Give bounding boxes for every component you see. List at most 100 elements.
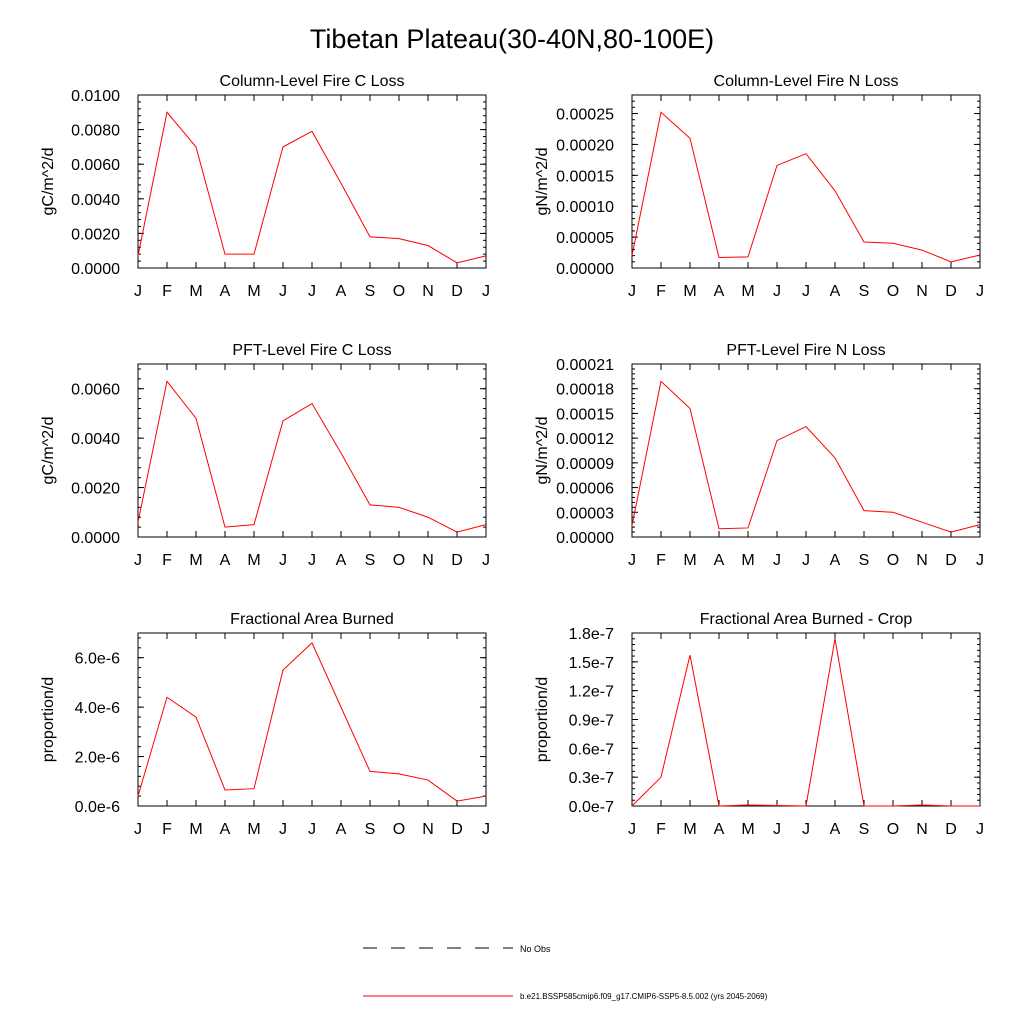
panel-title: Fractional Area Burned - Crop xyxy=(700,611,913,628)
x-tick-label: A xyxy=(336,821,347,838)
x-tick-label: J xyxy=(134,283,142,300)
chart-panel: Fractional Area Burned - Crop proportion/… xyxy=(534,611,984,838)
x-tick-label: J xyxy=(482,552,490,569)
x-tick-label: S xyxy=(365,821,376,838)
y-tick-label: 0.00000 xyxy=(556,261,614,278)
x-tick-label: N xyxy=(916,283,928,300)
y-tick-label: 0.0000 xyxy=(71,261,120,278)
x-tick-label: N xyxy=(916,552,928,569)
x-tick-label: M xyxy=(683,552,696,569)
panel-title: PFT-Level Fire N Loss xyxy=(726,342,885,359)
x-tick-label: M xyxy=(189,821,202,838)
x-tick-label: N xyxy=(422,821,434,838)
x-tick-label: A xyxy=(714,821,725,838)
y-tick-label: 0.3e-7 xyxy=(569,770,614,787)
x-tick-label: A xyxy=(220,283,231,300)
y-axis-label: gC/m^2/d xyxy=(40,148,57,216)
x-tick-label: J xyxy=(628,283,636,300)
x-tick-label: J xyxy=(773,821,781,838)
y-tick-label: 6.0e-6 xyxy=(75,651,120,668)
y-tick-label: 0.0040 xyxy=(71,192,120,209)
y-tick-label: 0.00021 xyxy=(556,357,614,374)
x-tick-label: M xyxy=(741,283,754,300)
x-tick-label: O xyxy=(887,821,899,838)
x-tick-label: J xyxy=(628,552,636,569)
figure-title: Tibetan Plateau(30-40N,80-100E) xyxy=(310,24,714,54)
x-tick-label: D xyxy=(451,821,463,838)
x-tick-label: A xyxy=(830,283,841,300)
x-tick-label: A xyxy=(830,821,841,838)
x-tick-label: A xyxy=(714,552,725,569)
x-tick-label: S xyxy=(859,552,870,569)
x-tick-label: A xyxy=(220,821,231,838)
y-tick-label: 0.00000 xyxy=(556,530,614,547)
x-tick-label: D xyxy=(945,283,957,300)
x-tick-label: F xyxy=(162,821,172,838)
x-tick-label: D xyxy=(451,283,463,300)
x-tick-label: J xyxy=(308,821,316,838)
y-tick-label: 0.00005 xyxy=(556,230,614,247)
x-tick-label: M xyxy=(683,283,696,300)
y-tick-label: 0.0e-7 xyxy=(569,799,614,816)
series-line xyxy=(137,111,487,264)
x-tick-label: J xyxy=(134,552,142,569)
y-tick-label: 0.00015 xyxy=(556,406,614,423)
panel-title: Column-Level Fire C Loss xyxy=(220,73,405,90)
x-tick-label: M xyxy=(189,283,202,300)
x-tick-label: J xyxy=(279,821,287,838)
x-tick-label: A xyxy=(830,552,841,569)
x-tick-label: M xyxy=(247,821,260,838)
y-tick-label: 0.0020 xyxy=(71,481,120,498)
x-tick-label: O xyxy=(887,552,899,569)
y-tick-label: 0.6e-7 xyxy=(569,741,614,758)
x-tick-label: S xyxy=(365,283,376,300)
series-line xyxy=(137,642,487,802)
y-tick-label: 0.9e-7 xyxy=(569,713,614,730)
x-tick-label: J xyxy=(482,821,490,838)
panel-title: Fractional Area Burned xyxy=(230,611,394,628)
x-tick-label: N xyxy=(916,821,928,838)
x-tick-label: F xyxy=(162,552,172,569)
x-tick-label: F xyxy=(656,552,666,569)
y-tick-label: 0.0e-6 xyxy=(75,799,120,816)
series-line xyxy=(631,111,981,263)
y-tick-label: 0.00015 xyxy=(556,168,614,185)
x-tick-label: N xyxy=(422,283,434,300)
x-tick-label: D xyxy=(451,552,463,569)
x-tick-label: A xyxy=(336,552,347,569)
y-tick-label: 0.0080 xyxy=(71,123,120,140)
x-tick-label: F xyxy=(162,283,172,300)
x-tick-label: J xyxy=(802,552,810,569)
x-tick-label: J xyxy=(308,283,316,300)
x-tick-label: J xyxy=(802,283,810,300)
x-tick-label: O xyxy=(393,283,405,300)
y-tick-label: 2.0e-6 xyxy=(75,750,120,767)
y-axis-label: gN/m^2/d xyxy=(534,417,551,485)
x-tick-label: S xyxy=(859,821,870,838)
y-tick-label: 1.8e-7 xyxy=(569,626,614,643)
x-tick-label: M xyxy=(741,821,754,838)
legend-obs-label: No Obs xyxy=(520,944,551,954)
y-tick-label: 0.00006 xyxy=(556,481,614,498)
y-tick-label: 0.00009 xyxy=(556,456,614,473)
y-tick-label: 1.5e-7 xyxy=(569,655,614,672)
y-tick-label: 0.00018 xyxy=(556,382,614,399)
x-tick-label: D xyxy=(945,552,957,569)
x-tick-label: D xyxy=(945,821,957,838)
x-tick-label: M xyxy=(189,552,202,569)
y-tick-label: 0.0000 xyxy=(71,530,120,547)
panel-title: Column-Level Fire N Loss xyxy=(714,73,899,90)
x-tick-label: A xyxy=(336,283,347,300)
x-tick-label: M xyxy=(247,283,260,300)
series-line xyxy=(631,638,980,807)
x-tick-label: J xyxy=(279,283,287,300)
legend: No Obs b.e21.BSSP585cmip6.f09_g17.CMIP6-… xyxy=(363,944,768,1001)
x-tick-label: J xyxy=(802,821,810,838)
y-tick-label: 4.0e-6 xyxy=(75,700,120,717)
y-axis-label: proportion/d xyxy=(534,677,551,762)
